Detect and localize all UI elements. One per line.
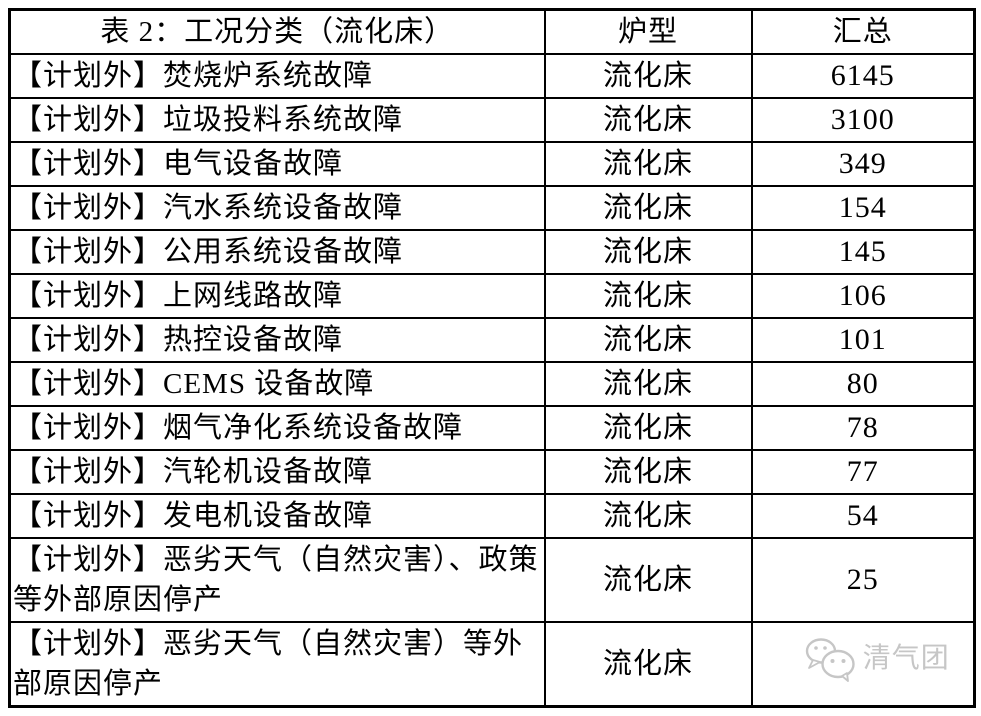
furnace-type-cell: 流化床 (543, 97, 753, 143)
total-value: 3100 (830, 103, 895, 136)
category-cell: 【计划外】烟气净化系统设备故障 (8, 405, 546, 451)
category-cell: 【计划外】电气设备故障 (8, 141, 546, 187)
furnace-type-cell: 流化床 (543, 317, 753, 363)
chat-bubbles-icon (805, 637, 855, 682)
category-cell: 【计划外】恶劣天气（自然灾害）、政策等外部原因停产 (8, 537, 546, 623)
table-row: 【计划外】汽水系统设备故障 流化床 154 (8, 185, 976, 231)
furnace-type-cell: 流化床 (543, 405, 753, 451)
furnace-type-cell: 流化床 (543, 53, 753, 99)
category-cell: 【计划外】热控设备故障 (8, 317, 546, 363)
category-cell: 【计划外】CEMS 设备故障 (8, 361, 546, 407)
table-row: 【计划外】上网线路故障 流化床 106 (8, 273, 976, 319)
table-row: 【计划外】恶劣天气（自然灾害）等外部原因停产 流化床 清气团 (8, 621, 976, 708)
total-cell: 3100 (750, 97, 976, 143)
total-cell: 349 (750, 141, 976, 187)
table-header-row: 表 2：工况分类（流化床） 炉型 汇总 (8, 8, 976, 55)
watermark: 清气团 (804, 636, 950, 682)
column-header-total: 汇总 (750, 8, 976, 55)
table-row: 【计划外】汽轮机设备故障 流化床 77 (8, 449, 976, 495)
watermark-text: 清气团 (862, 642, 950, 674)
total-value: 54 (846, 499, 879, 532)
category-cell: 【计划外】公用系统设备故障 (8, 229, 546, 275)
condition-classification-table: 表 2：工况分类（流化床） 炉型 汇总 【计划外】焚烧炉系统故障 流化床 614… (8, 8, 976, 708)
table-title: 表 2：工况分类（流化床） (8, 8, 546, 55)
category-cell: 【计划外】汽水系统设备故障 (8, 185, 546, 231)
furnace-type-cell: 流化床 (543, 361, 753, 407)
category-cell: 【计划外】发电机设备故障 (8, 493, 546, 539)
total-value: 78 (846, 411, 879, 444)
category-cell: 【计划外】焚烧炉系统故障 (8, 53, 546, 99)
total-cell: 25 (750, 537, 976, 623)
total-value: 106 (838, 279, 887, 312)
furnace-type-cell: 流化床 (543, 141, 753, 187)
table-row: 【计划外】垃圾投料系统故障 流化床 3100 (8, 97, 976, 143)
furnace-type-cell: 流化床 (543, 537, 753, 623)
total-value: 101 (838, 323, 887, 356)
total-cell: 54 (750, 493, 976, 539)
total-cell: 154 (750, 185, 976, 231)
total-cell: 101 (750, 317, 976, 363)
column-header-furnace-type: 炉型 (543, 8, 753, 55)
total-cell: 78 (750, 405, 976, 451)
table-row: 【计划外】CEMS 设备故障 流化床 80 (8, 361, 976, 407)
total-value: 77 (846, 455, 879, 488)
table-row: 【计划外】发电机设备故障 流化床 54 (8, 493, 976, 539)
total-value: 25 (846, 563, 879, 596)
furnace-type-cell: 流化床 (543, 273, 753, 319)
table-row: 【计划外】电气设备故障 流化床 349 (8, 141, 976, 187)
table-row: 【计划外】恶劣天气（自然灾害）、政策等外部原因停产 流化床 25 (8, 537, 976, 623)
table-body: 【计划外】焚烧炉系统故障 流化床 6145 【计划外】垃圾投料系统故障 流化床 … (8, 53, 976, 708)
table-row: 【计划外】烟气净化系统设备故障 流化床 78 (8, 405, 976, 451)
furnace-type-cell: 流化床 (543, 493, 753, 539)
total-value: 145 (838, 235, 887, 268)
total-value: 80 (846, 367, 879, 400)
furnace-type-cell: 流化床 (543, 449, 753, 495)
category-cell: 【计划外】垃圾投料系统故障 (8, 97, 546, 143)
total-value: 349 (838, 147, 887, 180)
table-row: 【计划外】公用系统设备故障 流化床 145 (8, 229, 976, 275)
furnace-type-cell: 流化床 (543, 229, 753, 275)
total-cell: 6145 (750, 53, 976, 99)
furnace-type-cell: 流化床 (543, 185, 753, 231)
table-row: 【计划外】焚烧炉系统故障 流化床 6145 (8, 53, 976, 99)
table-row: 【计划外】热控设备故障 流化床 101 (8, 317, 976, 363)
total-value: 154 (838, 191, 887, 224)
total-cell: 清气团 (750, 621, 976, 708)
total-value: 6145 (830, 59, 895, 92)
total-cell: 106 (750, 273, 976, 319)
category-cell: 【计划外】汽轮机设备故障 (8, 449, 546, 495)
total-cell: 145 (750, 229, 976, 275)
category-cell: 【计划外】恶劣天气（自然灾害）等外部原因停产 (8, 621, 546, 708)
total-cell: 80 (750, 361, 976, 407)
total-cell: 77 (750, 449, 976, 495)
category-cell: 【计划外】上网线路故障 (8, 273, 546, 319)
furnace-type-cell: 流化床 (543, 621, 753, 708)
